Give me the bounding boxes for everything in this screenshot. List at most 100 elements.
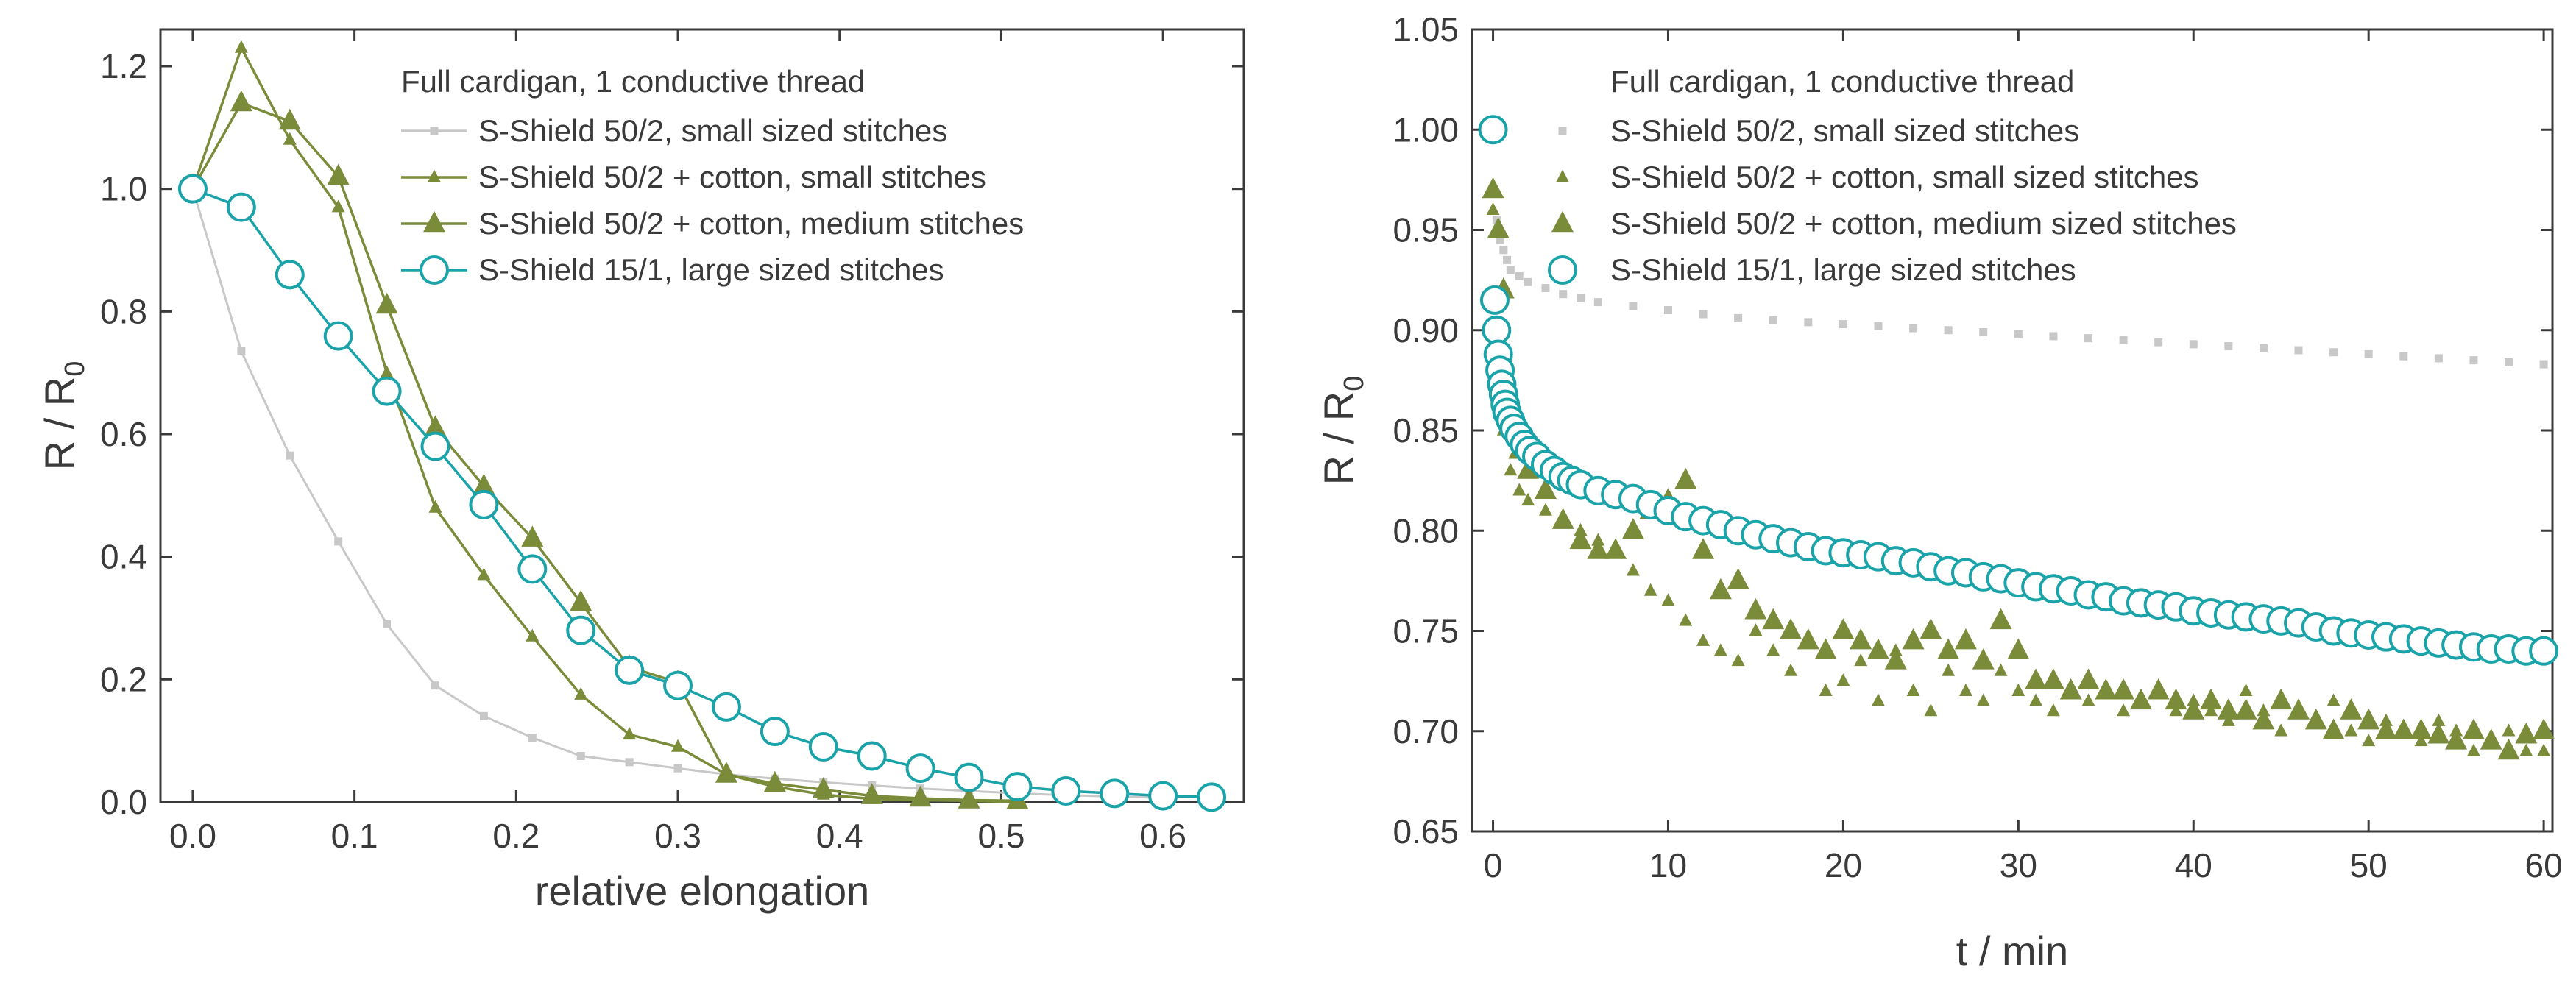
data-point [1832, 618, 1855, 639]
data-point [237, 347, 246, 355]
data-point [230, 90, 252, 112]
data-point [2466, 743, 2480, 756]
data-point [1051, 776, 1081, 806]
data-point [1727, 568, 1749, 589]
data-point [2344, 723, 2358, 737]
data-point [2014, 330, 2023, 338]
x-tick-label: 10 [1649, 846, 1687, 884]
data-point [1538, 503, 1552, 516]
data-point [1559, 290, 1568, 299]
legend-marker [1551, 210, 1574, 233]
y-tick-label: 1.05 [1393, 10, 1459, 49]
x-tick-label: 0.3 [654, 817, 701, 855]
legend-marker [1548, 255, 1577, 285]
data-point [615, 655, 645, 685]
data-point [1569, 528, 1592, 550]
data-point [1919, 618, 1942, 639]
data-point [2340, 698, 2363, 720]
data-point [1674, 467, 1697, 489]
x-tick-label: 20 [1825, 846, 1862, 884]
y-tick-label: 0.2 [100, 660, 147, 698]
data-point [2029, 693, 2043, 706]
y-tick-label: 0.0 [100, 783, 147, 821]
data-point [1942, 663, 1956, 676]
data-point [1814, 638, 1837, 659]
data-point [1944, 326, 1953, 335]
plot-frame [1471, 28, 2554, 833]
data-point [1699, 310, 1708, 319]
data-point [526, 628, 539, 642]
y-tick-label: 0.65 [1393, 812, 1459, 851]
chart-right: 0 10 20 30 40 50 60 0.650.700.750.800.850.900.… [1315, 10, 2563, 974]
data-point [909, 785, 932, 807]
data-point [1503, 255, 1512, 264]
data-point [1148, 781, 1178, 811]
data-point [2077, 668, 2100, 689]
legend-entry: S-Shield 50/2 + cotton, small stitches [401, 160, 986, 194]
data-point [1854, 653, 1868, 667]
data-point [2374, 718, 2397, 739]
series-layer [177, 40, 1227, 812]
data-point [2224, 342, 2233, 351]
legend-label: S-Shield 50/2 + cotton, medium stitches [478, 206, 1024, 241]
data-point [574, 686, 588, 700]
data-point [1626, 563, 1640, 576]
y-tick-label: 0.4 [100, 538, 147, 576]
x-tick-label: 40 [2175, 846, 2212, 884]
data-point [1850, 628, 1872, 650]
data-point [521, 525, 544, 547]
data-point [517, 554, 548, 584]
data-point [1769, 316, 1777, 324]
data-point [2217, 698, 2240, 720]
data-point [278, 108, 301, 130]
y-tick-labels: 0.65 0.70 0.75 0.80 0.85 0.90 0.95 1.00 1.05 [1393, 10, 1459, 851]
data-point [1713, 643, 1727, 656]
data-point [2505, 358, 2513, 366]
data-point [576, 752, 585, 760]
data-point [1866, 638, 1889, 659]
data-point [2154, 338, 2163, 347]
legend-label: S-Shield 15/1, large sized stitches [478, 252, 944, 287]
data-point [2529, 636, 2559, 666]
data-point [2274, 723, 2288, 737]
data-point [1521, 493, 1535, 506]
data-point [1661, 593, 1675, 606]
data-point [1937, 638, 1960, 659]
data-point [2112, 678, 2135, 700]
data-point [2117, 703, 2131, 717]
data-point [1663, 306, 1672, 314]
data-point [905, 753, 935, 784]
data-point [2445, 728, 2468, 750]
data-point [2084, 334, 2092, 343]
data-point [424, 415, 447, 436]
data-point [1604, 538, 1627, 559]
y-tick-label: 1.2 [100, 47, 147, 85]
data-point [528, 734, 537, 742]
data-point [2011, 683, 2025, 696]
data-point [1874, 322, 1883, 330]
legend-entry: S-Shield 50/2 + cotton, medium sized sti… [1551, 206, 2237, 241]
x-tick-label: 0.0 [169, 817, 216, 855]
data-point [2182, 698, 2205, 720]
data-point [1541, 284, 1550, 293]
x-tick-label: 0.5 [977, 817, 1025, 855]
data-point [1976, 693, 1990, 706]
data-point [1524, 277, 1532, 286]
data-point [2414, 734, 2428, 747]
data-point [1819, 683, 1833, 696]
y-tick-label: 0.95 [1393, 211, 1459, 249]
y-tick-label: 0.8 [100, 292, 147, 330]
data-point [1780, 618, 1802, 639]
x-tick-label: 0.2 [492, 817, 539, 855]
x-tick-label: 0.4 [816, 817, 863, 855]
data-point [283, 132, 297, 145]
data-point [1994, 663, 2008, 676]
data-point [2502, 723, 2516, 737]
data-point [1496, 235, 1504, 244]
data-point [2399, 352, 2408, 361]
x-tick-label: 0 [1484, 846, 1503, 884]
legend-marker [423, 210, 445, 233]
data-point [1197, 782, 1227, 812]
legend-entry: S-Shield 15/1, large sized stitches [1548, 252, 2076, 287]
data-point [1478, 115, 1508, 145]
